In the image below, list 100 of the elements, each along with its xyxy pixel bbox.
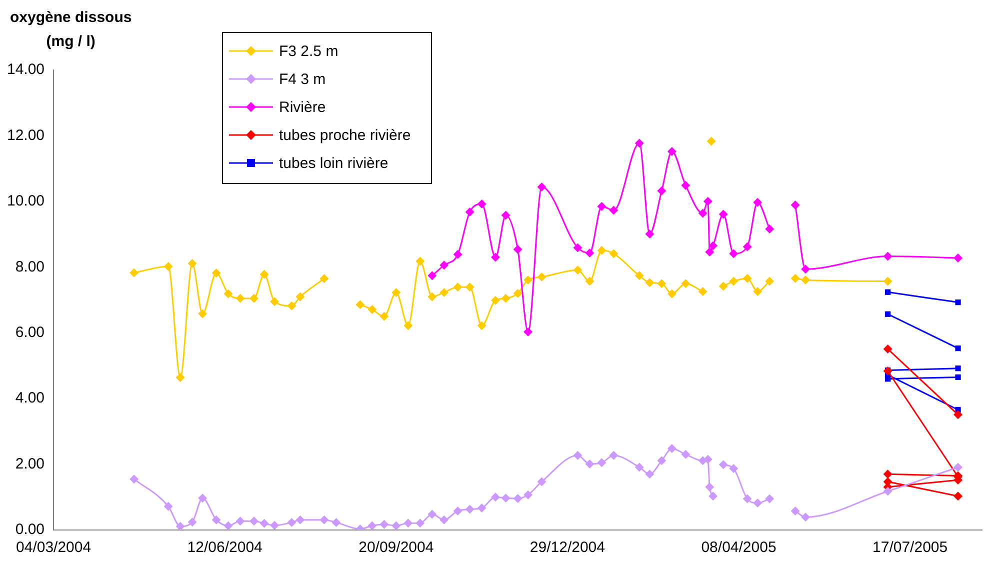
point — [705, 482, 714, 492]
y-tick-label: 10.00 — [6, 192, 45, 210]
point — [287, 301, 296, 310]
point — [477, 503, 486, 512]
point — [356, 300, 365, 310]
point — [667, 289, 676, 298]
point — [513, 494, 522, 503]
point — [465, 282, 474, 292]
point — [597, 246, 606, 255]
point — [212, 515, 221, 524]
point — [287, 518, 296, 527]
legend-label: tubes proche rivière — [279, 126, 411, 144]
point — [708, 492, 718, 501]
point — [176, 522, 185, 530]
point — [380, 520, 389, 529]
legend-label: tubes loin rivière — [279, 154, 388, 172]
point — [884, 289, 891, 295]
point — [634, 462, 644, 472]
point — [609, 249, 618, 258]
point — [440, 260, 449, 270]
x-tick-label: 04/03/2004 — [16, 539, 92, 556]
point — [729, 276, 738, 286]
point — [537, 182, 546, 192]
point — [130, 474, 139, 484]
point — [698, 208, 708, 218]
point — [703, 196, 712, 206]
point — [609, 206, 618, 215]
point — [765, 494, 774, 504]
x-tick-label: 08/04/2005 — [701, 539, 776, 556]
point — [573, 243, 582, 252]
point — [884, 311, 891, 317]
x-tick-label: 17/07/2005 — [872, 539, 948, 556]
point — [428, 292, 437, 302]
point — [790, 200, 800, 210]
point — [236, 294, 245, 303]
point — [392, 288, 401, 297]
point — [657, 456, 666, 466]
point — [729, 464, 738, 474]
point — [681, 180, 690, 190]
point — [491, 492, 500, 502]
y-tick-label: 2.00 — [15, 455, 45, 472]
point — [501, 294, 510, 303]
point — [718, 210, 728, 219]
point — [955, 299, 961, 306]
point — [296, 292, 305, 302]
point — [320, 274, 329, 284]
point — [706, 136, 716, 146]
point — [524, 327, 533, 336]
legend-label: F3 2.5 m — [279, 42, 338, 60]
point — [667, 444, 676, 454]
point — [188, 518, 197, 527]
point — [477, 321, 486, 330]
point — [597, 202, 606, 211]
point — [645, 229, 654, 238]
point — [491, 296, 500, 305]
point — [453, 282, 462, 292]
y-tick-label: 4.00 — [15, 390, 45, 407]
point — [465, 504, 474, 514]
point — [955, 345, 961, 352]
point — [753, 198, 762, 207]
point — [249, 294, 258, 303]
legend-label: Rivière — [279, 98, 326, 116]
point — [513, 288, 522, 298]
point — [440, 515, 449, 524]
point — [270, 520, 280, 530]
point — [440, 288, 449, 297]
point — [224, 521, 233, 530]
point — [368, 305, 377, 314]
point — [585, 459, 594, 468]
y-tick-label: 6.00 — [15, 324, 45, 341]
y-tick-label: 8.00 — [15, 258, 45, 276]
point — [801, 264, 810, 274]
point — [681, 279, 690, 288]
point — [188, 259, 197, 268]
point — [634, 138, 644, 148]
point — [883, 276, 892, 286]
point — [742, 242, 752, 252]
point — [790, 274, 800, 283]
point — [954, 253, 963, 262]
point — [645, 470, 654, 479]
x-tick-label: 20/09/2004 — [358, 539, 434, 556]
point — [708, 241, 718, 250]
point — [296, 515, 305, 524]
point — [609, 450, 618, 460]
point — [320, 515, 329, 524]
point — [801, 512, 810, 522]
point — [753, 286, 762, 296]
point — [884, 376, 891, 382]
point — [537, 477, 546, 486]
point — [236, 516, 245, 526]
point — [753, 498, 762, 508]
point — [453, 506, 462, 516]
point — [501, 210, 510, 220]
point — [681, 450, 690, 459]
point — [477, 200, 486, 209]
point — [573, 450, 582, 460]
point — [883, 344, 892, 354]
point — [164, 262, 173, 271]
point — [453, 250, 462, 259]
point — [524, 275, 533, 284]
